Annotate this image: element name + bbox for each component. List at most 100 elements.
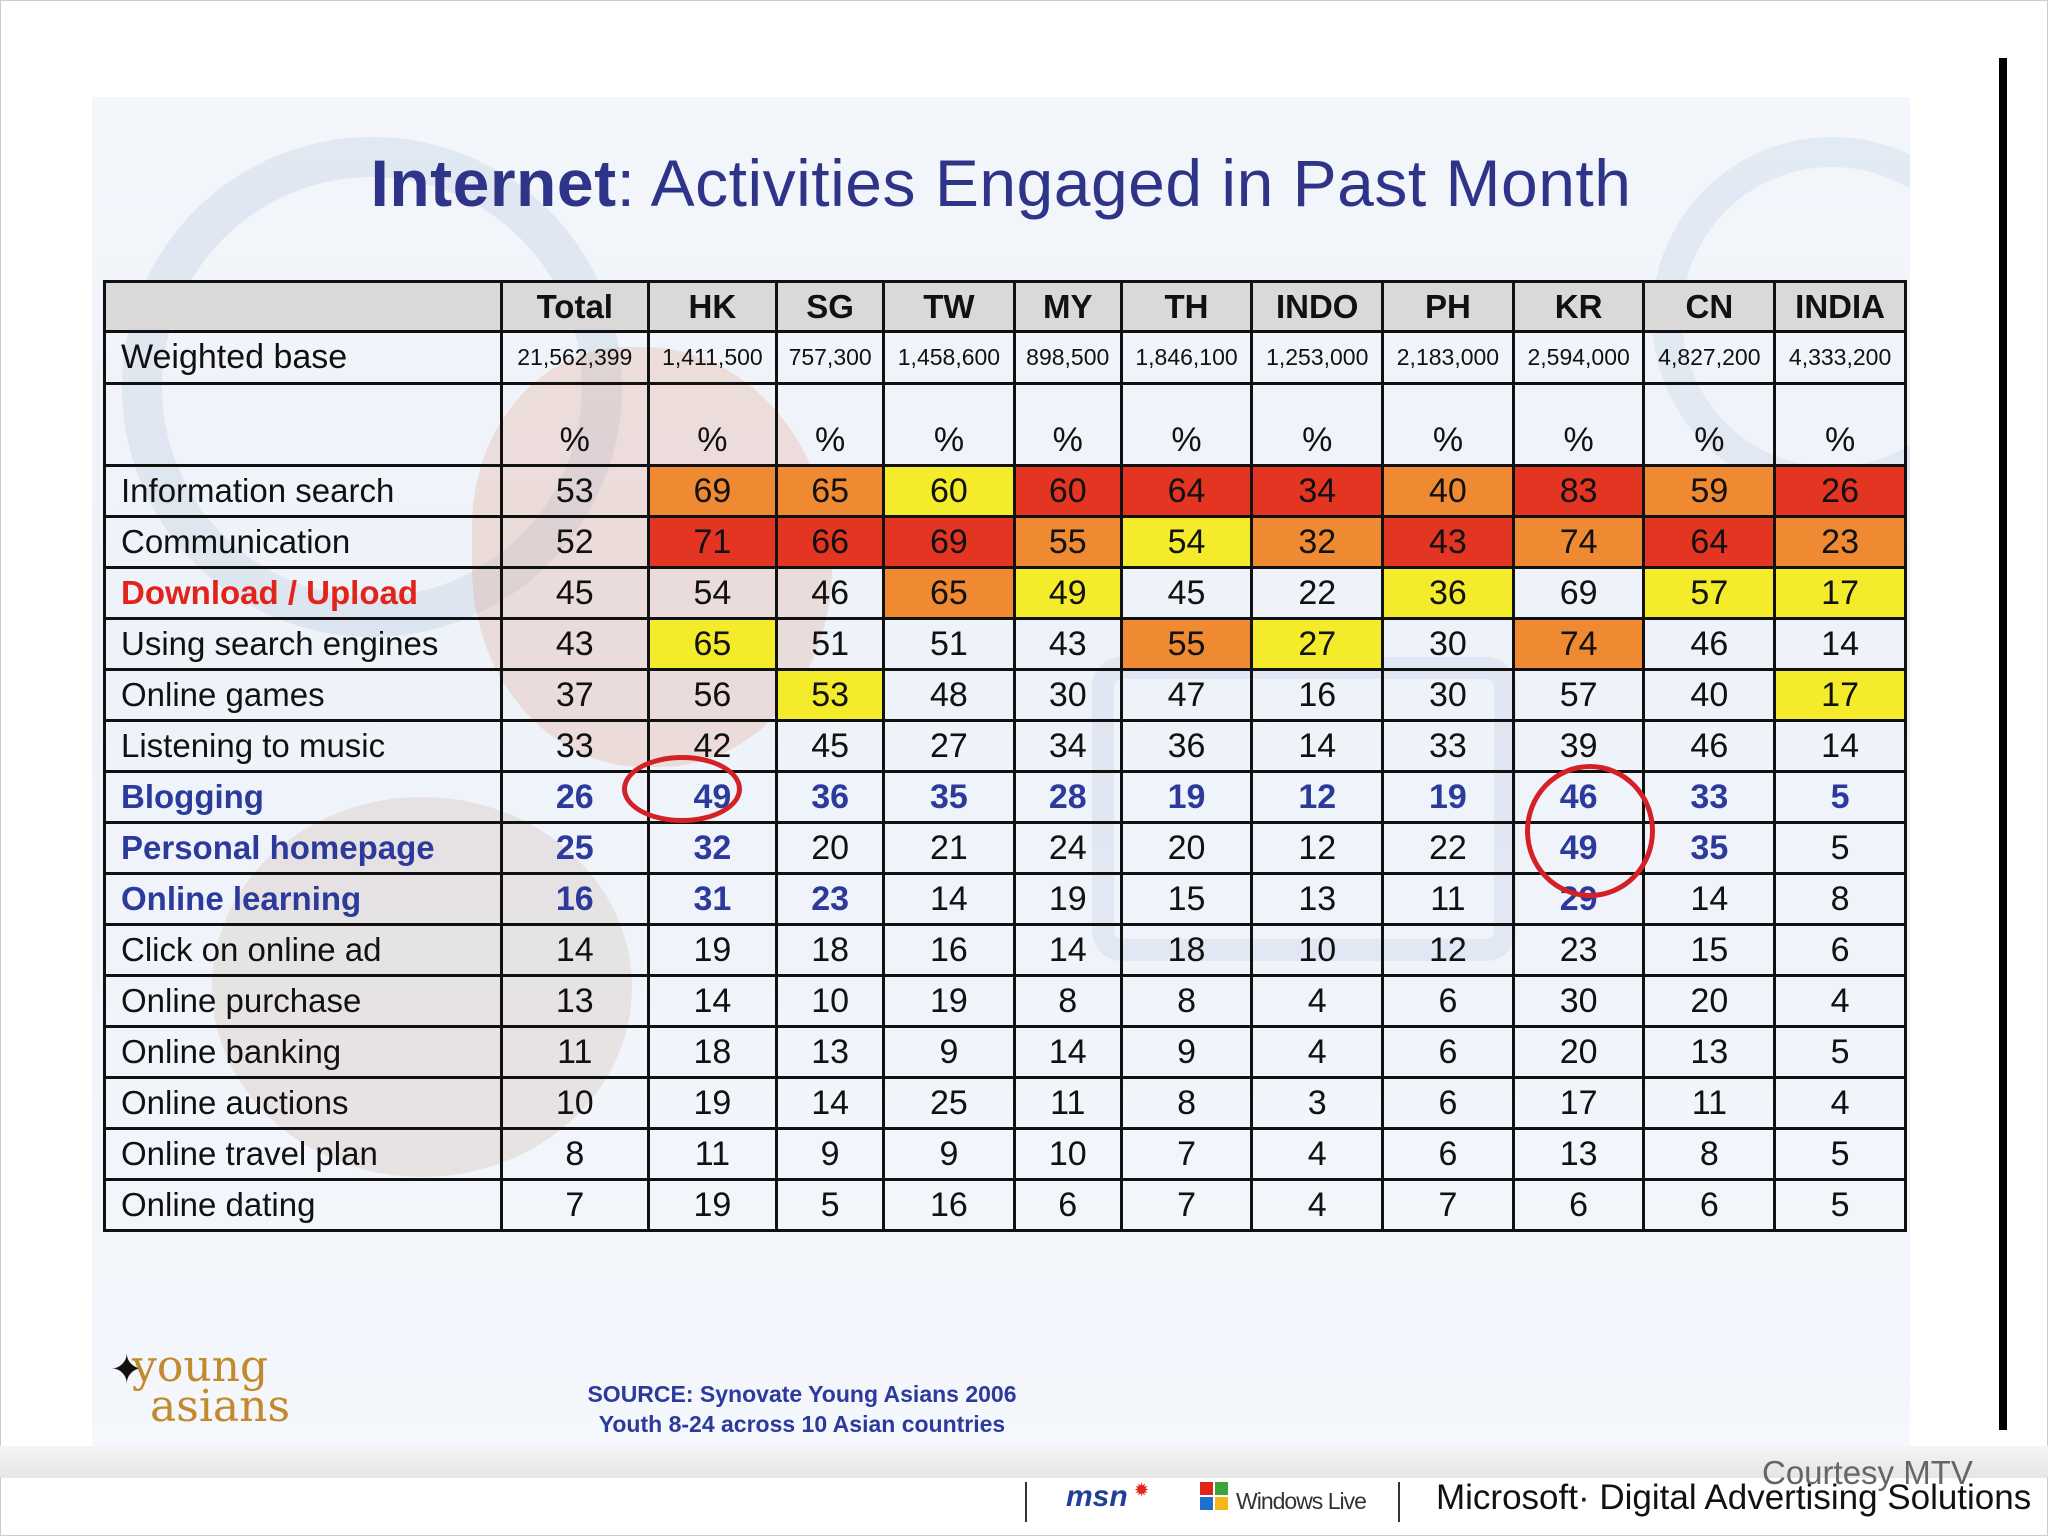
row-label: Personal homepage bbox=[103, 821, 503, 875]
table-cell: 64 bbox=[1119, 464, 1254, 518]
table-cell: 46 bbox=[775, 566, 886, 620]
table-cell: 46 bbox=[1642, 617, 1777, 671]
table-cell: 10 bbox=[1012, 1127, 1123, 1181]
table-row: Online learning 16 31 23 14 19 15 13 11 29 14 8 bbox=[103, 872, 1907, 926]
column-header-total: Total bbox=[500, 280, 650, 333]
percent-unit-cell: % bbox=[646, 382, 779, 467]
table-cell: 14 bbox=[1250, 719, 1385, 773]
table-cell: 43 bbox=[1012, 617, 1123, 671]
table-cell: 6 bbox=[1511, 1178, 1646, 1232]
table-row: Information search 53 69 65 60 60 64 34 40 83 59 26 bbox=[103, 464, 1907, 518]
weighted-base-cell: 2,183,000 bbox=[1381, 330, 1515, 385]
table-cell: 19 bbox=[646, 923, 779, 977]
table-cell: 4 bbox=[1250, 974, 1385, 1028]
weighted-base-cell: 1,253,000 bbox=[1250, 330, 1385, 385]
table-cell: 40 bbox=[1642, 668, 1777, 722]
table-cell: 69 bbox=[882, 515, 1016, 569]
right-edge-bar bbox=[1999, 58, 2007, 1430]
table-cell: 52 bbox=[500, 515, 650, 569]
table-cell: 35 bbox=[1642, 821, 1777, 875]
table-cell: 33 bbox=[1381, 719, 1515, 773]
table-cell: 6 bbox=[1012, 1178, 1123, 1232]
table-cell: 20 bbox=[775, 821, 886, 875]
corner-cell bbox=[103, 280, 503, 333]
table-cell: 71 bbox=[646, 515, 779, 569]
table-cell: 14 bbox=[500, 923, 650, 977]
weighted-base-cell: 1,846,100 bbox=[1119, 330, 1254, 385]
table-cell: 14 bbox=[775, 1076, 886, 1130]
table-cell: 56 bbox=[646, 668, 779, 722]
table-cell: 37 bbox=[500, 668, 650, 722]
table-cell: 43 bbox=[1381, 515, 1515, 569]
table-cell: 20 bbox=[1511, 1025, 1646, 1079]
column-header-tw: TW bbox=[882, 280, 1016, 333]
table-cell: 13 bbox=[1642, 1025, 1777, 1079]
footer-strip bbox=[0, 1446, 2048, 1478]
young-asians-logo: ✦ young asians bbox=[110, 1341, 290, 1441]
table-cell: 83 bbox=[1511, 464, 1646, 518]
table-cell: 25 bbox=[882, 1076, 1016, 1130]
table-cell: 23 bbox=[1773, 515, 1907, 569]
table-cell: 35 bbox=[882, 770, 1016, 824]
table-cell: 54 bbox=[646, 566, 779, 620]
table-cell: 23 bbox=[1511, 923, 1646, 977]
table-cell: 22 bbox=[1381, 821, 1515, 875]
table-cell: 34 bbox=[1250, 464, 1385, 518]
table-cell: 60 bbox=[882, 464, 1016, 518]
table-row: Online games 37 56 53 48 30 47 16 30 57 40 17 bbox=[103, 668, 1907, 722]
table-cell: 12 bbox=[1381, 923, 1515, 977]
percent-unit-cell: % bbox=[1511, 382, 1646, 467]
table-cell: 8 bbox=[1012, 974, 1123, 1028]
table-cell: 30 bbox=[1381, 668, 1515, 722]
table-cell: 74 bbox=[1511, 515, 1646, 569]
table-cell: 11 bbox=[1012, 1076, 1123, 1130]
table-cell: 8 bbox=[1119, 974, 1254, 1028]
table-cell: 13 bbox=[1511, 1127, 1646, 1181]
table-cell: 10 bbox=[775, 974, 886, 1028]
table-cell: 13 bbox=[775, 1025, 886, 1079]
table-cell: 12 bbox=[1250, 821, 1385, 875]
table-cell: 59 bbox=[1642, 464, 1777, 518]
source-line-2: Youth 8-24 across 10 Asian countries bbox=[598, 1411, 1006, 1437]
row-label: Online purchase bbox=[103, 974, 503, 1028]
footer-divider bbox=[1025, 1482, 1027, 1522]
table-cell: 30 bbox=[1381, 617, 1515, 671]
percent-unit-cell: % bbox=[882, 382, 1016, 467]
table-cell: 28 bbox=[1012, 770, 1123, 824]
table-cell: 10 bbox=[1250, 923, 1385, 977]
percent-unit-cell: % bbox=[775, 382, 886, 467]
table-cell: 17 bbox=[1773, 668, 1907, 722]
table-cell: 64 bbox=[1642, 515, 1777, 569]
table-row: Download / Upload 45 54 46 65 49 45 22 36 69 57 17 bbox=[103, 566, 1907, 620]
table-cell: 13 bbox=[500, 974, 650, 1028]
table-cell: 4 bbox=[1773, 1076, 1907, 1130]
row-label: Blogging bbox=[103, 770, 503, 824]
table-cell: 14 bbox=[882, 872, 1016, 926]
percent-unit-cell: % bbox=[500, 382, 650, 467]
highlight-circle-kr-blogging bbox=[1525, 764, 1655, 898]
weighted-base-cell: 898,500 bbox=[1012, 330, 1123, 385]
table-cell: 32 bbox=[646, 821, 779, 875]
header-row: Total HK SG TW MY TH INDO PH KR CN INDIA bbox=[103, 280, 1907, 333]
table-cell: 49 bbox=[1012, 566, 1123, 620]
table-row: Online dating 7 19 5 16 6 7 4 7 6 6 5 bbox=[103, 1178, 1907, 1232]
percent-unit-cell: % bbox=[1012, 382, 1123, 467]
title-bold: Internet bbox=[370, 146, 617, 220]
table-cell: 18 bbox=[1119, 923, 1254, 977]
dancer-icon: ✦ bbox=[110, 1348, 144, 1392]
table-cell: 19 bbox=[646, 1076, 779, 1130]
percent-row: %%%%%%%%%%% bbox=[103, 382, 1907, 467]
table-cell: 65 bbox=[646, 617, 779, 671]
table-row: Communication 52 71 66 69 55 54 32 43 74 64 23 bbox=[103, 515, 1907, 569]
table-cell: 30 bbox=[1511, 974, 1646, 1028]
table-cell: 6 bbox=[1381, 1076, 1515, 1130]
column-header-sg: SG bbox=[775, 280, 886, 333]
table-cell: 53 bbox=[775, 668, 886, 722]
table-cell: 32 bbox=[1250, 515, 1385, 569]
table-cell: 4 bbox=[1773, 974, 1907, 1028]
column-header-cn: CN bbox=[1642, 280, 1777, 333]
msn-logo: msn bbox=[1066, 1480, 1128, 1513]
table-cell: 54 bbox=[1119, 515, 1254, 569]
column-header-th: TH bbox=[1119, 280, 1254, 333]
weighted-base-cell: 21,562,399 bbox=[500, 330, 650, 385]
